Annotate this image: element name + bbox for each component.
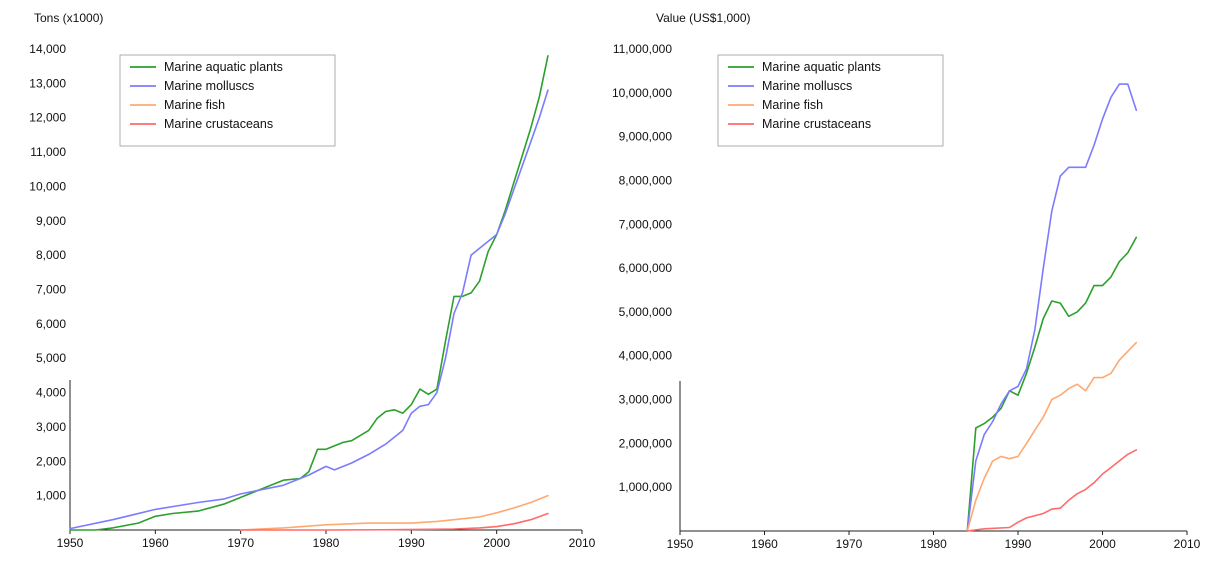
legend: Marine aquatic plants Marine molluscs Mari…	[119, 54, 336, 147]
legend: Marine aquatic plants Marine molluscs Mari…	[717, 54, 944, 147]
legend-label: Marine fish	[762, 98, 823, 112]
y-tick-label: 9,000,000	[619, 130, 673, 144]
y-tick-label: 7,000	[36, 283, 66, 297]
x-tick-label: 1970	[836, 537, 863, 551]
legend-label: Marine molluscs	[164, 79, 254, 93]
y-tick-label: 5,000	[36, 351, 66, 365]
legend-box	[717, 54, 944, 147]
x-tick-label: 1980	[313, 536, 340, 550]
y-tick-label: 12,000	[29, 111, 66, 125]
y-tick-label: 6,000	[36, 317, 66, 331]
y-tick-label: 3,000,000	[619, 393, 673, 407]
x-tick-label: 2000	[483, 536, 510, 550]
series-line-marine-molluscs	[69, 89, 549, 530]
x-tick-label: 1950	[57, 536, 84, 550]
y-axis-title: Tons (x1000)	[34, 11, 103, 25]
y-tick-label: 14,000	[29, 42, 66, 56]
y-tick-label: 5,000,000	[619, 305, 673, 319]
chart-panel-2: Value (US$1,000) 1,000,000 2,000,000 3,000,…	[612, 11, 1201, 551]
y-tick-label: 4,000,000	[619, 349, 673, 363]
y-tick-label: 3,000	[36, 420, 66, 434]
x-tick-label: 1960	[751, 537, 778, 551]
y-tick-label: 13,000	[29, 76, 66, 90]
y-tick-label: 10,000,000	[612, 86, 672, 100]
legend-label: Marine fish	[164, 98, 225, 112]
legend-label: Marine molluscs	[762, 79, 852, 93]
x-tick-label: 1970	[227, 536, 254, 550]
series-line-marine-fish	[239, 494, 549, 531]
series-line-marine-aquatic-plants	[966, 236, 1138, 532]
x-tick-label: 1990	[1005, 537, 1032, 551]
x-tick-label: 1980	[920, 537, 947, 551]
y-tick-label: 1,000,000	[619, 480, 673, 494]
legend-label: Marine aquatic plants	[762, 60, 881, 74]
x-tick-label: 2010	[1174, 537, 1201, 551]
y-tick-label: 1,000	[36, 489, 66, 503]
x-tick-label: 2000	[1089, 537, 1116, 551]
x-tick-label: 2010	[569, 536, 596, 550]
series-line-marine-aquatic-plants	[69, 55, 549, 531]
y-tick-label: 8,000	[36, 248, 66, 262]
y-tick-label: 11,000,000	[613, 42, 672, 56]
y-tick-label: 2,000	[36, 454, 66, 468]
y-tick-label: 8,000,000	[619, 173, 673, 187]
series-line-marine-crustaceans	[239, 512, 549, 531]
x-tick-label: 1950	[667, 537, 694, 551]
legend-box	[119, 54, 336, 147]
series-line-marine-crustaceans	[966, 449, 1138, 532]
y-tick-label: 6,000,000	[619, 261, 673, 275]
y-tick-label: 7,000,000	[619, 217, 673, 231]
series-line-marine-fish	[966, 341, 1138, 532]
x-tick-label: 1990	[398, 536, 425, 550]
chart-panel-1: Tons (x1000) 1,000 2,000 3,000 4,000 5,000 6,0…	[29, 11, 595, 550]
y-tick-label: 4,000	[36, 386, 66, 400]
y-tick-label: 2,000,000	[619, 436, 673, 450]
y-tick-label: 9,000	[36, 214, 66, 228]
x-tick-label: 1960	[142, 536, 169, 550]
y-tick-label: 10,000	[29, 179, 66, 193]
legend-label: Marine crustaceans	[762, 117, 871, 131]
y-tick-label: 11,000	[30, 145, 66, 159]
y-axis-title: Value (US$1,000)	[656, 11, 751, 25]
series-line-marine-molluscs	[966, 83, 1138, 532]
legend-label: Marine crustaceans	[164, 117, 273, 131]
legend-label: Marine aquatic plants	[164, 60, 283, 74]
